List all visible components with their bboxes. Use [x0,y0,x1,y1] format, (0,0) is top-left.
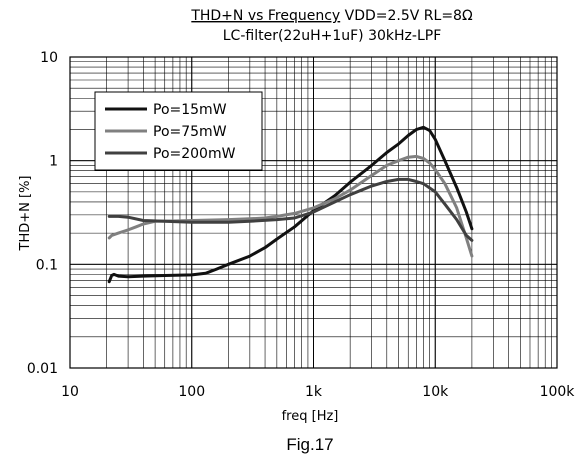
legend-entry: Po=15mW [153,102,227,118]
x-tick-label: 10k [422,384,449,400]
chart-title: THD+N vs Frequency VDD=2.5V RL=8Ω [190,8,473,24]
y-tick-label: 0.1 [36,257,58,273]
x-tick-label: 10 [61,384,79,400]
legend-entry: Po=75mW [153,124,227,140]
legend-entry: Po=200mW [153,146,236,162]
y-tick-label: 10 [40,50,58,66]
x-tick-label: 100k [540,384,576,400]
x-axis-label: freq [Hz] [282,409,339,424]
legend: Po=15mW Po=75mW Po=200mW [94,91,263,171]
x-tick-label: 100 [178,384,205,400]
x-axis-ticks: 10 100 1k 10k 100k [61,384,575,400]
y-tick-label: 1 [49,154,58,170]
legend-box [94,91,263,171]
series-line [107,125,474,284]
y-axis-label: THD+N [%] [18,176,33,252]
plot-frame [69,56,558,369]
y-axis-ticks: 0.01 0.1 1 10 [27,50,58,377]
series-line [107,154,474,258]
y-tick-label: 0.01 [27,361,58,377]
series-line [107,177,474,242]
chart-title-part1: THD+N vs Frequency [190,8,340,24]
series-lines [107,125,474,284]
chart-title-part2: VDD=2.5V RL=8Ω [340,8,473,24]
chart-subtitle: LC-filter(22uH+1uF) 30kHz-LPF [223,28,442,44]
x-tick-label: 1k [305,384,323,400]
figure-caption: Fig.17 [286,435,333,454]
